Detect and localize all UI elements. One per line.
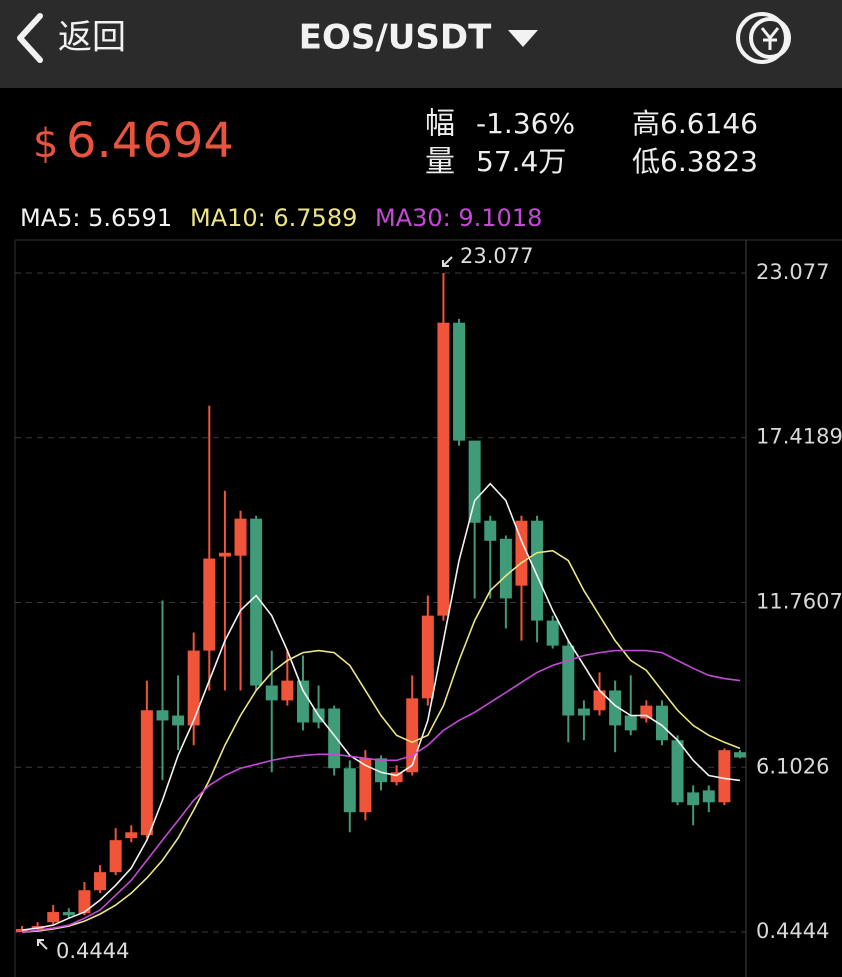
currency-button[interactable]	[736, 12, 791, 64]
legend-entry: MA10: 6.7589	[190, 204, 357, 232]
candle-body	[421, 615, 434, 699]
candle-body	[47, 912, 60, 923]
max-arrow	[442, 256, 453, 267]
candle-body	[203, 558, 216, 651]
candle-body	[515, 520, 528, 586]
candle-body	[484, 520, 497, 541]
y-tick-label: 23.077	[756, 260, 829, 284]
candle-body	[406, 698, 419, 773]
candle-body	[109, 840, 122, 873]
candle-body	[734, 752, 746, 758]
candle-body	[94, 872, 107, 891]
back-button[interactable]: 返回	[17, 13, 126, 63]
candle-body	[296, 680, 309, 723]
candle-body	[624, 715, 637, 731]
candle-body	[62, 912, 75, 916]
candle-body	[468, 440, 481, 523]
pair-selector[interactable]: EOS/USDT	[299, 18, 538, 58]
currency-icon-inner	[749, 17, 791, 59]
candle-body	[359, 758, 372, 813]
candlestick-chart: 0.4444 6.1026 11.7607 17.4189 23.077 23.077 0.…	[15, 244, 842, 963]
candle-body	[687, 792, 700, 806]
low-price: 低6.3823	[632, 145, 758, 178]
candle-body	[172, 715, 185, 726]
price-currency: $	[33, 121, 58, 167]
candle-body	[562, 645, 575, 716]
candle-body	[531, 520, 544, 621]
nav-bar	[0, 0, 842, 88]
candle-body	[187, 650, 200, 726]
back-label: 返回	[58, 18, 126, 58]
ma-line	[21, 482, 741, 931]
candle-body	[375, 758, 387, 783]
candle-body	[156, 710, 169, 721]
legend-entry: MA30: 9.1018	[375, 204, 542, 232]
back-icon	[17, 13, 43, 63]
candle-body	[437, 322, 450, 616]
candle-body	[218, 552, 231, 557]
candle-body	[328, 708, 341, 769]
candle-body	[343, 768, 356, 813]
candle-body	[671, 740, 684, 803]
pair-title: EOS/USDT	[299, 18, 492, 58]
candle-body	[702, 790, 715, 803]
candle-body	[78, 890, 91, 914]
candle-body	[250, 518, 263, 686]
max-marker: 23.077	[460, 244, 533, 268]
candle-body	[453, 322, 466, 441]
candle-body	[546, 620, 559, 646]
candle-body	[16, 928, 28, 933]
candle-body	[593, 690, 606, 711]
min-arrow	[37, 939, 48, 950]
legend-entry: MA5: 5.6591	[20, 204, 172, 232]
candle-body	[609, 690, 622, 726]
ma-line	[21, 649, 741, 933]
candle-body	[265, 685, 278, 701]
y-tick-label: 11.7607	[756, 590, 842, 614]
volume-value: 57.4万	[476, 145, 566, 178]
candle-body	[125, 832, 138, 839]
candle-body	[390, 772, 403, 783]
min-marker: 0.4444	[56, 939, 129, 963]
candle-body	[281, 680, 294, 701]
volume-label: 量	[425, 145, 455, 180]
dropdown-icon	[508, 30, 538, 47]
candle-body	[655, 705, 668, 741]
candle-body	[234, 518, 247, 556]
candle-body	[640, 705, 653, 719]
candle-body	[718, 750, 731, 803]
candle-body	[140, 710, 153, 836]
change-label: 幅	[425, 107, 455, 142]
candle-body	[577, 708, 590, 716]
y-tick-label: 17.4189	[756, 425, 842, 449]
high-price: 高6.6146	[632, 107, 758, 140]
yen-icon	[760, 27, 780, 50]
y-tick-label: 0.4444	[756, 919, 829, 943]
last-price: 6.4694	[66, 113, 234, 169]
change-value: -1.36%	[476, 107, 575, 140]
candle-body	[499, 538, 512, 599]
ma-line	[21, 549, 741, 933]
currency-icon-ring	[736, 12, 788, 64]
y-tick-label: 6.1026	[756, 754, 829, 778]
